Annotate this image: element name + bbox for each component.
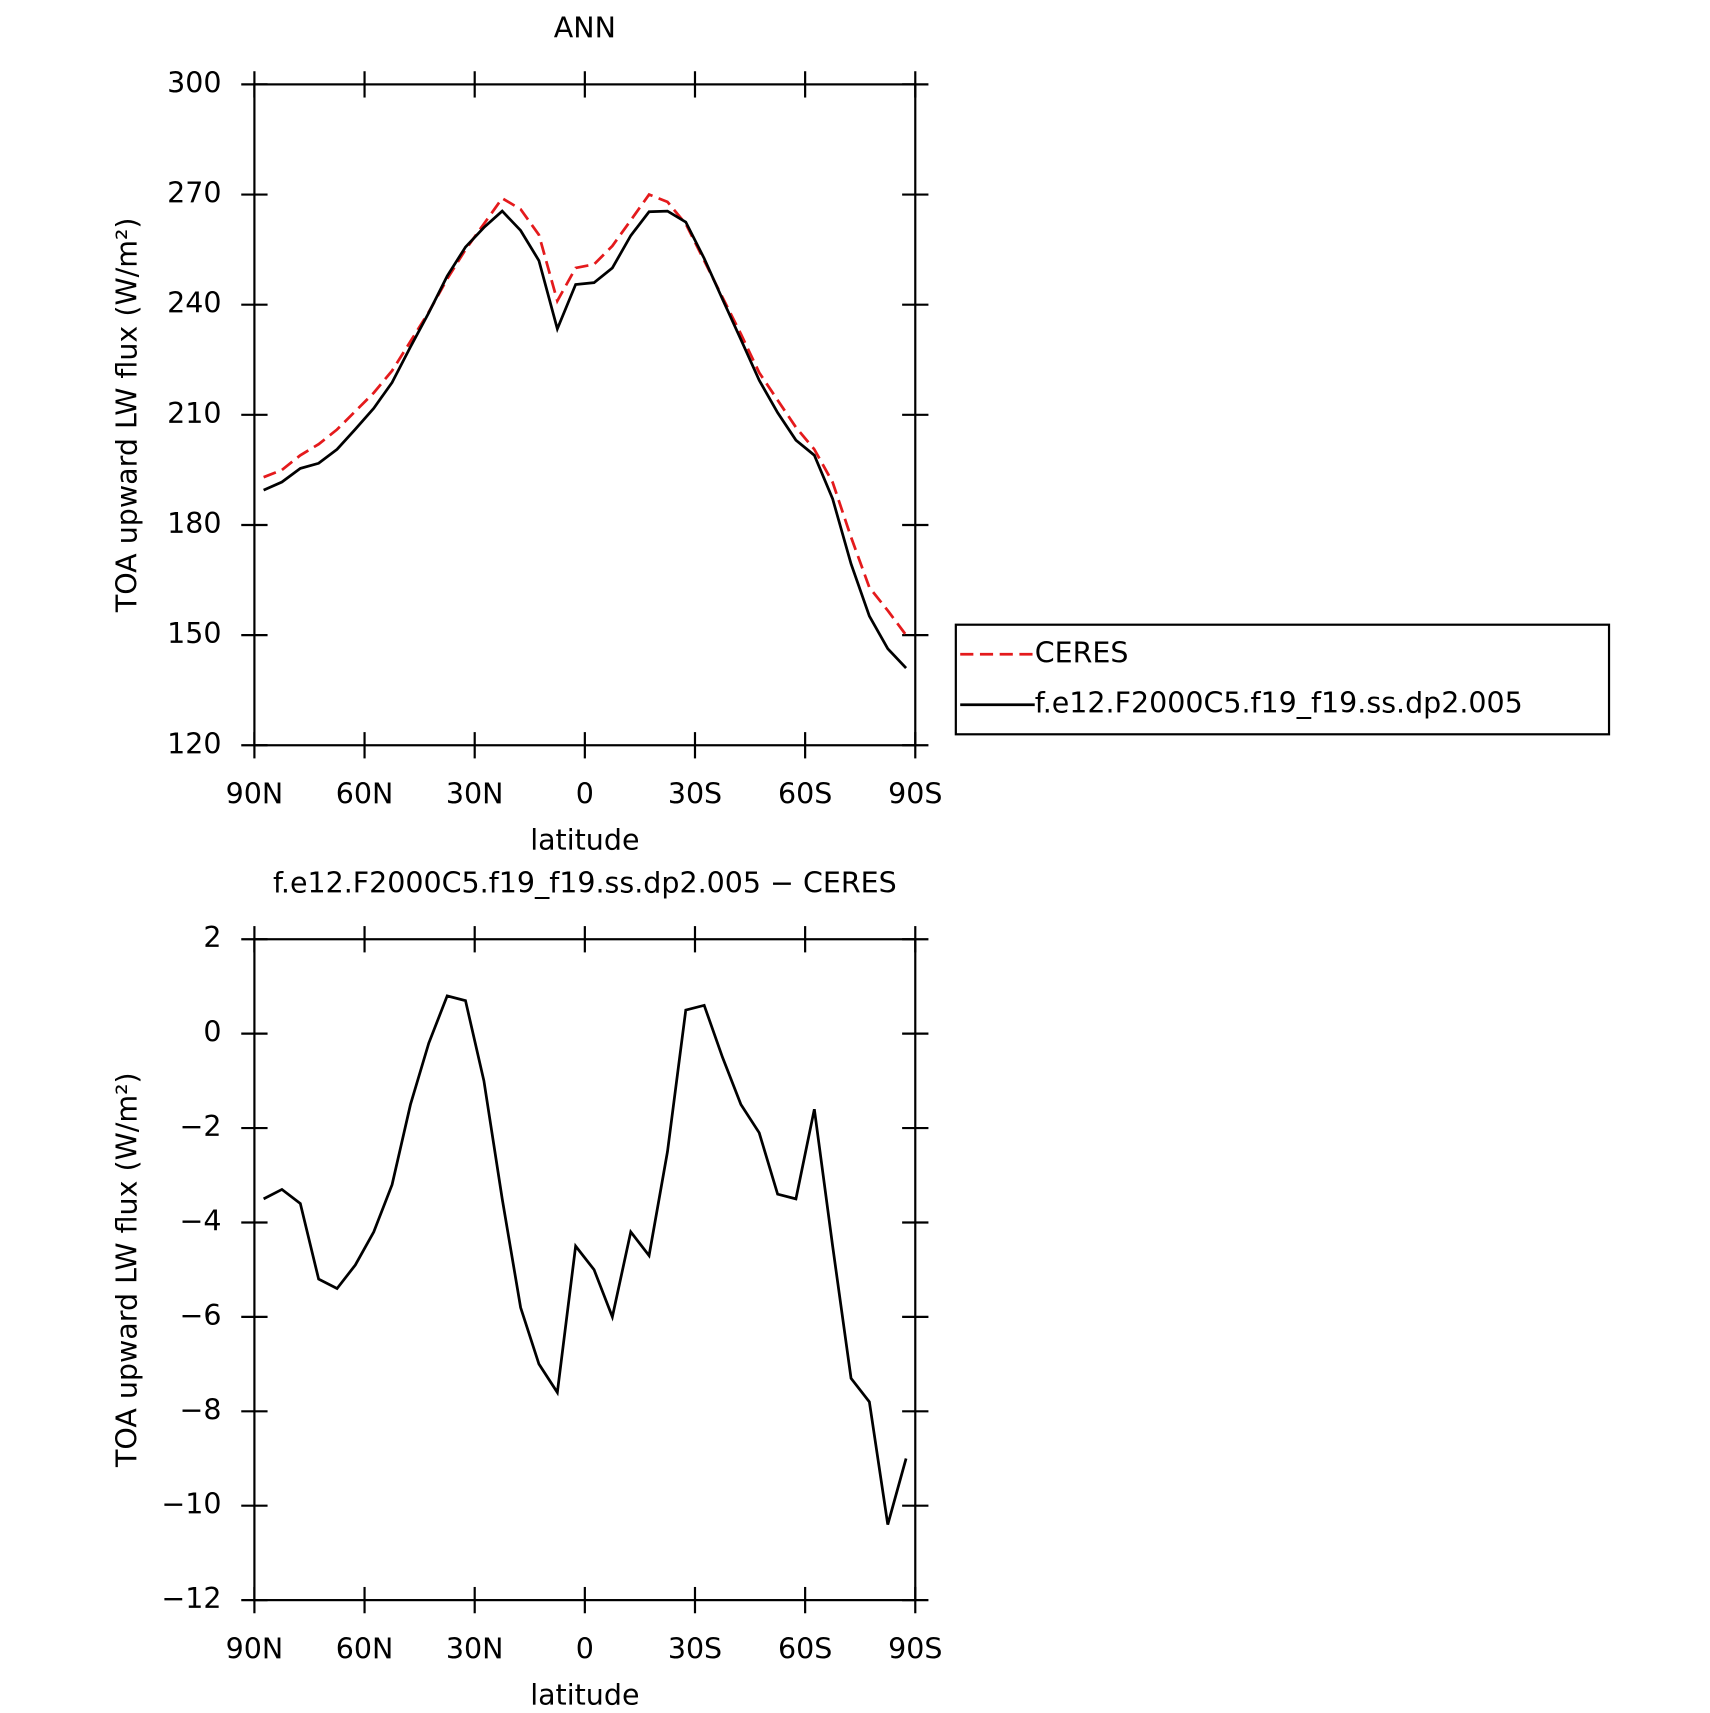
x-tick-label: 90N xyxy=(226,1633,284,1666)
y-tick-label: 300 xyxy=(167,66,221,99)
x-tick-label: 30N xyxy=(446,778,504,811)
y-tick-label: 150 xyxy=(167,617,221,650)
y-tick-label: 0 xyxy=(203,1016,221,1049)
series-line xyxy=(262,994,908,1525)
y-tick-label: 270 xyxy=(167,177,221,210)
y-tick-label: 180 xyxy=(167,507,221,540)
x-tick-label: 60N xyxy=(336,778,394,811)
x-tick-label: 60S xyxy=(778,778,832,811)
y-tick-label: 210 xyxy=(167,397,221,430)
x-tick-label: 90N xyxy=(226,778,284,811)
series-line xyxy=(263,209,908,670)
x-tick-label: 30N xyxy=(446,1633,504,1666)
plot-frame xyxy=(253,938,917,1602)
y-tick-label: −6 xyxy=(180,1299,222,1332)
y-axis-label: TOA upward LW flux (W/m²) xyxy=(110,1072,143,1468)
y-tick-label: 240 xyxy=(167,287,221,320)
y-tick-label: −12 xyxy=(161,1582,221,1615)
legend-label: f.e12.F2000C5.f19_f19.ss.dp2.005 xyxy=(1035,687,1523,720)
y-tick-label: −4 xyxy=(180,1204,222,1237)
x-tick-label: 30S xyxy=(668,778,722,811)
x-tick-label: 60N xyxy=(336,1633,394,1666)
y-tick-label: 2 xyxy=(203,921,221,954)
legend-box xyxy=(954,623,1611,736)
x-tick-label: 90S xyxy=(888,778,942,811)
x-tick-label: 90S xyxy=(888,1633,942,1666)
x-axis-label: latitude xyxy=(530,824,639,857)
y-tick-label: 120 xyxy=(167,727,221,760)
x-axis-label: latitude xyxy=(530,1679,639,1712)
legend-label: CERES xyxy=(1035,636,1129,669)
y-tick-label: −2 xyxy=(180,1110,222,1143)
x-tick-label: 0 xyxy=(576,778,594,811)
x-tick-label: 0 xyxy=(576,1633,594,1666)
series-line xyxy=(263,192,908,636)
x-tick-label: 30S xyxy=(668,1633,722,1666)
chart-title: ANN xyxy=(554,12,616,45)
y-tick-label: −8 xyxy=(180,1393,222,1426)
chart-title: f.e12.F2000C5.f19_f19.ss.dp2.005 − CERES xyxy=(273,866,897,899)
y-axis-label: TOA upward LW flux (W/m²) xyxy=(110,218,143,614)
y-tick-label: −10 xyxy=(161,1488,221,1521)
x-tick-label: 60S xyxy=(778,1633,832,1666)
